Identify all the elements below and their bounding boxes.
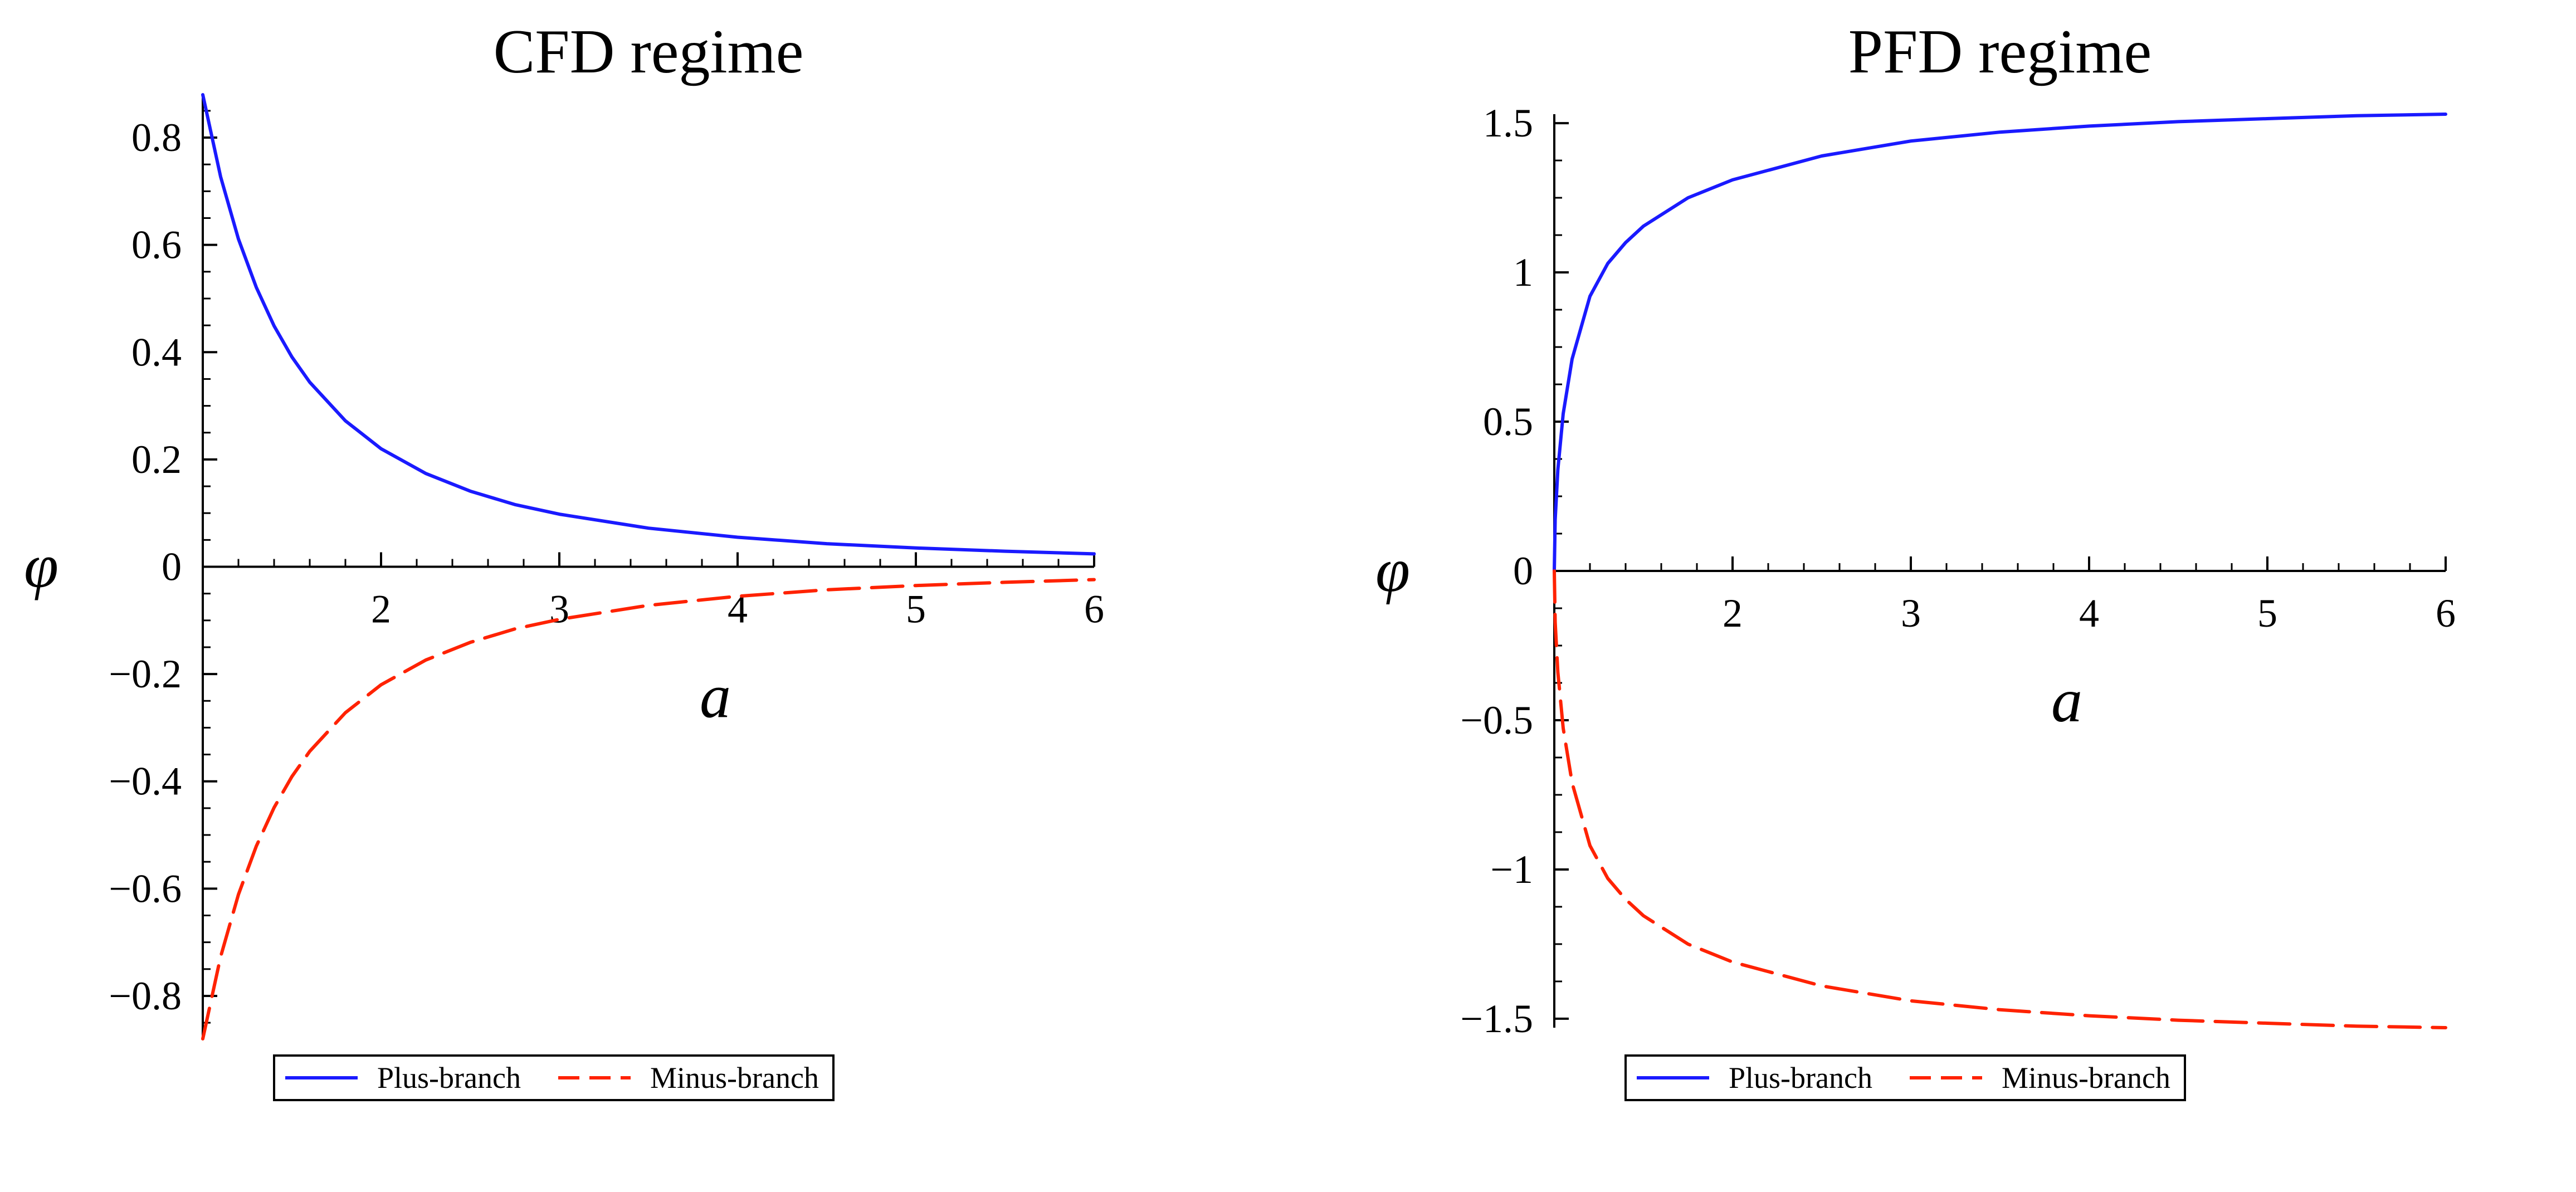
x-tick-label: 2 (1723, 591, 1743, 636)
x-tick-label: 5 (906, 587, 926, 632)
y-tick-label: 0.4 (131, 330, 182, 374)
x-tick-label: 5 (2257, 591, 2277, 636)
y-tick-label: −0.5 (1460, 698, 1533, 742)
series-line-plus-branch (1553, 113, 2447, 573)
legend-box (1624, 1054, 2186, 1101)
x-tick-label: 4 (728, 587, 748, 632)
x-tick-label: 4 (2079, 591, 2099, 636)
y-tick-label: −1 (1490, 847, 1533, 892)
legend-label: Plus-branch (1729, 1061, 1872, 1095)
x-tick-label: 3 (1901, 591, 1921, 636)
x-axis-label: a (700, 662, 731, 731)
y-tick-label: −0.6 (109, 866, 182, 911)
chart-title: PFD regime (1848, 17, 2151, 86)
y-tick-label: −0.8 (109, 974, 182, 1018)
y-axis-label: φ (24, 532, 58, 601)
legend-label: Plus-branch (377, 1061, 521, 1095)
chart-panel-1: CFD regime 0.8 0.6 0.4 0.2 0 −0.2 −0.4 −0.6 −0.8 2… (24, 17, 1104, 1101)
y-axis-label: φ (1375, 536, 1410, 605)
legend-label: Minus-branch (650, 1061, 819, 1095)
x-tick-label: 2 (371, 587, 391, 632)
y-tick-label: 0.8 (131, 115, 182, 160)
x-axis-label: a (2051, 666, 2082, 735)
series-line-minus-branch (1553, 569, 2447, 1029)
y-tick-label: −1.5 (1460, 996, 1533, 1041)
legend-box (273, 1054, 835, 1101)
series-line-minus-branch (201, 578, 1096, 1040)
series-line-plus-branch (201, 93, 1096, 556)
legend: Plus-branch Minus-branch (1624, 1054, 2186, 1101)
y-tick-label: 0.5 (1483, 399, 1533, 444)
legend: Plus-branch Minus-branch (273, 1054, 835, 1101)
y-tick-label: 0 (1513, 549, 1533, 593)
legend-label: Minus-branch (2002, 1061, 2170, 1095)
y-tick-label: 0.2 (131, 437, 182, 482)
y-tick-label: −0.2 (109, 652, 182, 696)
y-tick-label: −0.4 (109, 759, 182, 804)
x-tick-label: 6 (1084, 587, 1104, 632)
y-tick-label: 1 (1513, 250, 1533, 295)
y-tick-label: 0 (162, 545, 182, 589)
chart-panel-2: PFD regime 1.5 1 0.5 0 −0.5 −1 −1.5 2 3 4 5 6 φ a Plus-… (1375, 17, 2456, 1101)
y-tick-label: 0.6 (131, 223, 182, 267)
chart-title: CFD regime (494, 17, 804, 86)
x-tick-label: 3 (549, 587, 569, 632)
x-tick-label: 6 (2436, 591, 2456, 636)
y-tick-label: 1.5 (1483, 101, 1533, 145)
